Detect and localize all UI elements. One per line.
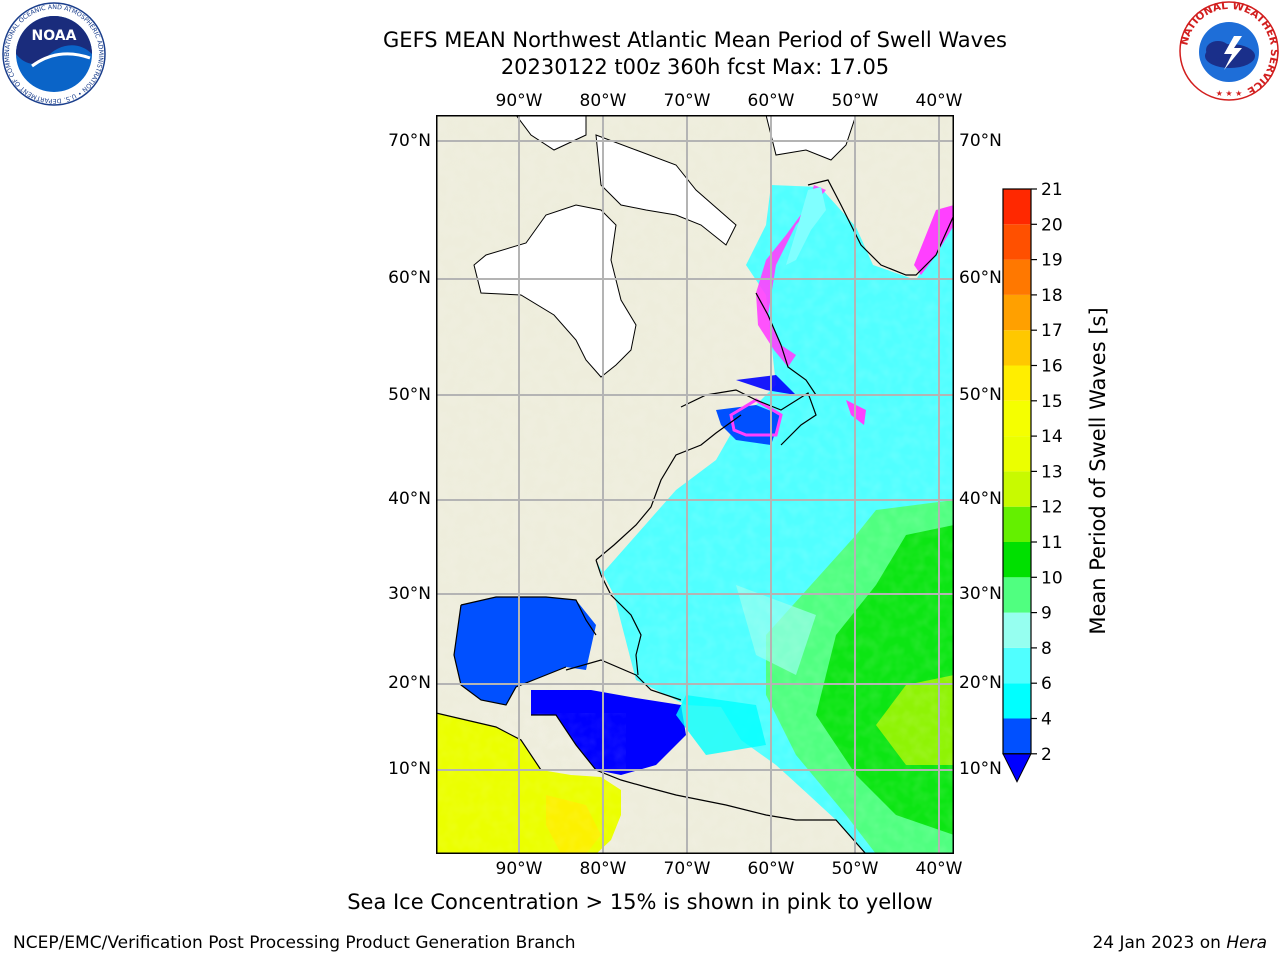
lon-label-bottom: 50°W: [831, 859, 879, 879]
colorbar-swatch: [1003, 365, 1031, 401]
colorbar-tick-label: 16: [1041, 357, 1063, 377]
lat-label-right: 40°N: [959, 489, 1002, 509]
colorbar-extend-min: [1002, 753, 1032, 783]
noaa-logo-text: NOAA: [32, 28, 77, 44]
lon-label-top: 50°W: [831, 91, 879, 111]
colorbar-tick-label: 8: [1041, 639, 1052, 659]
colorbar-tick-label: 10: [1041, 568, 1063, 588]
sea-ice-footnote: Sea Ice Concentration > 15% is shown in …: [347, 890, 933, 914]
lat-label-right: 20°N: [959, 673, 1002, 693]
lat-label-left: 10°N: [388, 759, 431, 779]
lon-label-top: 70°W: [663, 91, 711, 111]
colorbar-tick-label: 13: [1041, 462, 1063, 482]
svg-text:★ ★ ★: ★ ★ ★: [1216, 89, 1243, 98]
lat-label-right: 50°N: [959, 385, 1002, 405]
colorbar-tick-label: 12: [1041, 498, 1063, 518]
credit-line: NCEP/EMC/Verification Post Processing Pr…: [13, 933, 576, 953]
colorbar-swatch: [1003, 189, 1031, 225]
colorbar-swatch: [1003, 330, 1031, 366]
colorbar-swatch: [1003, 577, 1031, 613]
nws-logo: NATIONAL WEATHER SERVICE ★ ★ ★: [1178, 0, 1280, 102]
colorbar-swatch: [1003, 506, 1031, 542]
colorbar-tick-label: 6: [1041, 674, 1052, 694]
hudson-bay: [473, 204, 637, 378]
colorbar-tick-label: 15: [1041, 392, 1063, 412]
noaa-logo: NATIONAL OCEANIC AND ATMOSPHERIC ADMINIS…: [0, 0, 106, 106]
lat-label-right: 60°N: [959, 268, 1002, 288]
colorbar-swatch: [1003, 683, 1031, 719]
colorbar-tick-label: 20: [1041, 215, 1063, 235]
colorbar-tick-label: 9: [1041, 604, 1052, 624]
colorbar-tick-label: 17: [1041, 321, 1063, 341]
lon-label-top: 40°W: [915, 91, 963, 111]
colorbar-tick-label: 19: [1041, 251, 1063, 271]
colorbar-tick-label: 2: [1041, 745, 1052, 765]
graticule: [436, 115, 954, 854]
lat-label-left: 60°N: [388, 268, 431, 288]
colorbar-swatch: [1003, 718, 1031, 754]
colorbar-tick-label: 21: [1041, 180, 1063, 200]
colorbar-tick-label: 18: [1041, 286, 1063, 306]
lat-label-right: 30°N: [959, 584, 1002, 604]
colorbar-swatch: [1003, 294, 1031, 331]
colorbar-swatch: [1003, 400, 1031, 437]
map-border: [436, 115, 954, 854]
gulf-of-mexico: [454, 597, 596, 705]
lon-label-top: 80°W: [579, 91, 627, 111]
run-date-text: 24 Jan 2023 on: [1092, 933, 1227, 953]
swell-period-map: [436, 115, 954, 854]
lon-label-top: 60°W: [747, 91, 795, 111]
colorbar-swatch: [1003, 259, 1031, 295]
coastlines: [436, 179, 954, 854]
colorbar-swatch: [1003, 224, 1031, 260]
colorbar-swatch: [1003, 471, 1031, 507]
colorbar-title: Mean Period of Swell Waves [s]: [1086, 307, 1110, 635]
colorbar-swatch: [1003, 647, 1031, 684]
lat-label-left: 40°N: [388, 489, 431, 509]
lat-label-left: 30°N: [388, 584, 431, 604]
lat-label-left: 70°N: [388, 131, 431, 151]
colorbar-tick-label: 14: [1041, 427, 1063, 447]
chart-title: GEFS MEAN Northwest Atlantic Mean Period…: [383, 28, 1007, 52]
lon-label-bottom: 90°W: [495, 859, 543, 879]
lon-label-top: 90°W: [495, 91, 543, 111]
lat-label-right: 70°N: [959, 131, 1002, 151]
colorbar-swatch: [1003, 542, 1031, 578]
lon-label-bottom: 80°W: [579, 859, 627, 879]
run-date: 24 Jan 2023 on Hera: [1092, 933, 1267, 953]
colorbar-tick-label: 11: [1041, 533, 1063, 553]
lat-label-left: 20°N: [388, 673, 431, 693]
run-machine: Hera: [1226, 933, 1267, 953]
lon-label-bottom: 70°W: [663, 859, 711, 879]
colorbar-swatch: [1003, 436, 1031, 472]
lat-label-left: 50°N: [388, 385, 431, 405]
chart-subtitle: 20230122 t00z 360h fcst Max: 17.05: [500, 55, 890, 79]
colorbar-swatch: [1003, 612, 1031, 648]
lon-label-bottom: 40°W: [915, 859, 963, 879]
lat-label-right: 10°N: [959, 759, 1002, 779]
lon-label-bottom: 60°W: [747, 859, 795, 879]
colorbar-tick-label: 4: [1041, 710, 1052, 730]
colorbar: 2 4 6 8 9 10 11 12 13 14 15 16 17 18 19 20 21: [1002, 180, 1063, 783]
